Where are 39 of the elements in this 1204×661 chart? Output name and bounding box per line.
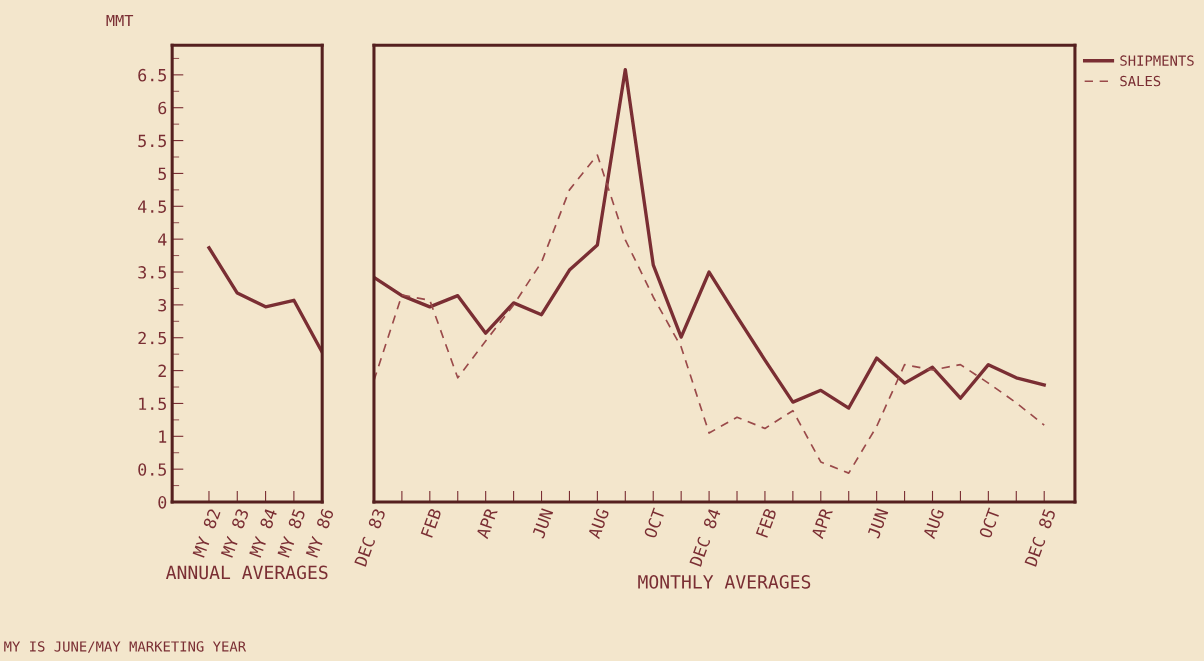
- x-axis-title: ANNUAL AVERAGES: [165, 565, 328, 580]
- legend-label: SALES: [1120, 75, 1161, 87]
- x-tick-label: MY 82: [192, 508, 221, 558]
- y-tick-label: 0.5: [138, 463, 166, 476]
- x-tick-label: MY 83: [220, 508, 250, 558]
- line-series: [207, 246, 323, 354]
- y-tick-label: 3: [158, 298, 167, 312]
- x-tick-label: OCT: [978, 507, 1001, 539]
- x-tick-label: DEC 83: [354, 508, 386, 567]
- x-tick-label: APR: [811, 507, 833, 540]
- x-tick-label: MY 84: [249, 507, 278, 558]
- y-tick-label: 4: [158, 233, 167, 246]
- y-tick-label: 1.5: [139, 397, 166, 411]
- x-tick-label: FEB: [420, 507, 442, 538]
- x-tick-label: APR: [476, 507, 498, 540]
- y-tick-label: 6: [158, 101, 167, 115]
- x-tick-label: MY 86: [305, 508, 335, 558]
- y-axis-title: MMT: [106, 14, 134, 27]
- y-tick-label: 1: [159, 430, 167, 443]
- y-tick-label: 6.5: [138, 68, 166, 82]
- y-tick-label: 5: [158, 167, 166, 181]
- x-tick-label: JUN: [867, 508, 889, 539]
- text: MY IS JUNE/MAY MARKETING YEAR: [4, 641, 247, 653]
- y-tick-label: 0: [158, 496, 167, 509]
- x-tick-label: DEC 85: [1024, 508, 1056, 567]
- x-tick-label: JUN: [532, 508, 554, 539]
- x-tick-label: OCT: [643, 507, 666, 539]
- y-tick-label: 5.5: [138, 134, 166, 148]
- y-tick-label: 3.5: [138, 266, 166, 279]
- y-tick-label: 2.5: [138, 331, 166, 345]
- x-tick-label: DEC 84: [689, 507, 722, 567]
- y-tick-label: 2: [158, 364, 166, 377]
- x-tick-label: AUG: [922, 508, 945, 540]
- legend-label: SHIPMENTS: [1120, 55, 1194, 66]
- x-tick-label: MY 85: [277, 508, 306, 558]
- x-tick-label: AUG: [587, 508, 610, 540]
- y-tick-label: 4.5: [138, 200, 166, 213]
- x-axis-title: MONTHLY AVERAGES: [638, 574, 811, 589]
- x-tick-label: FEB: [755, 507, 777, 538]
